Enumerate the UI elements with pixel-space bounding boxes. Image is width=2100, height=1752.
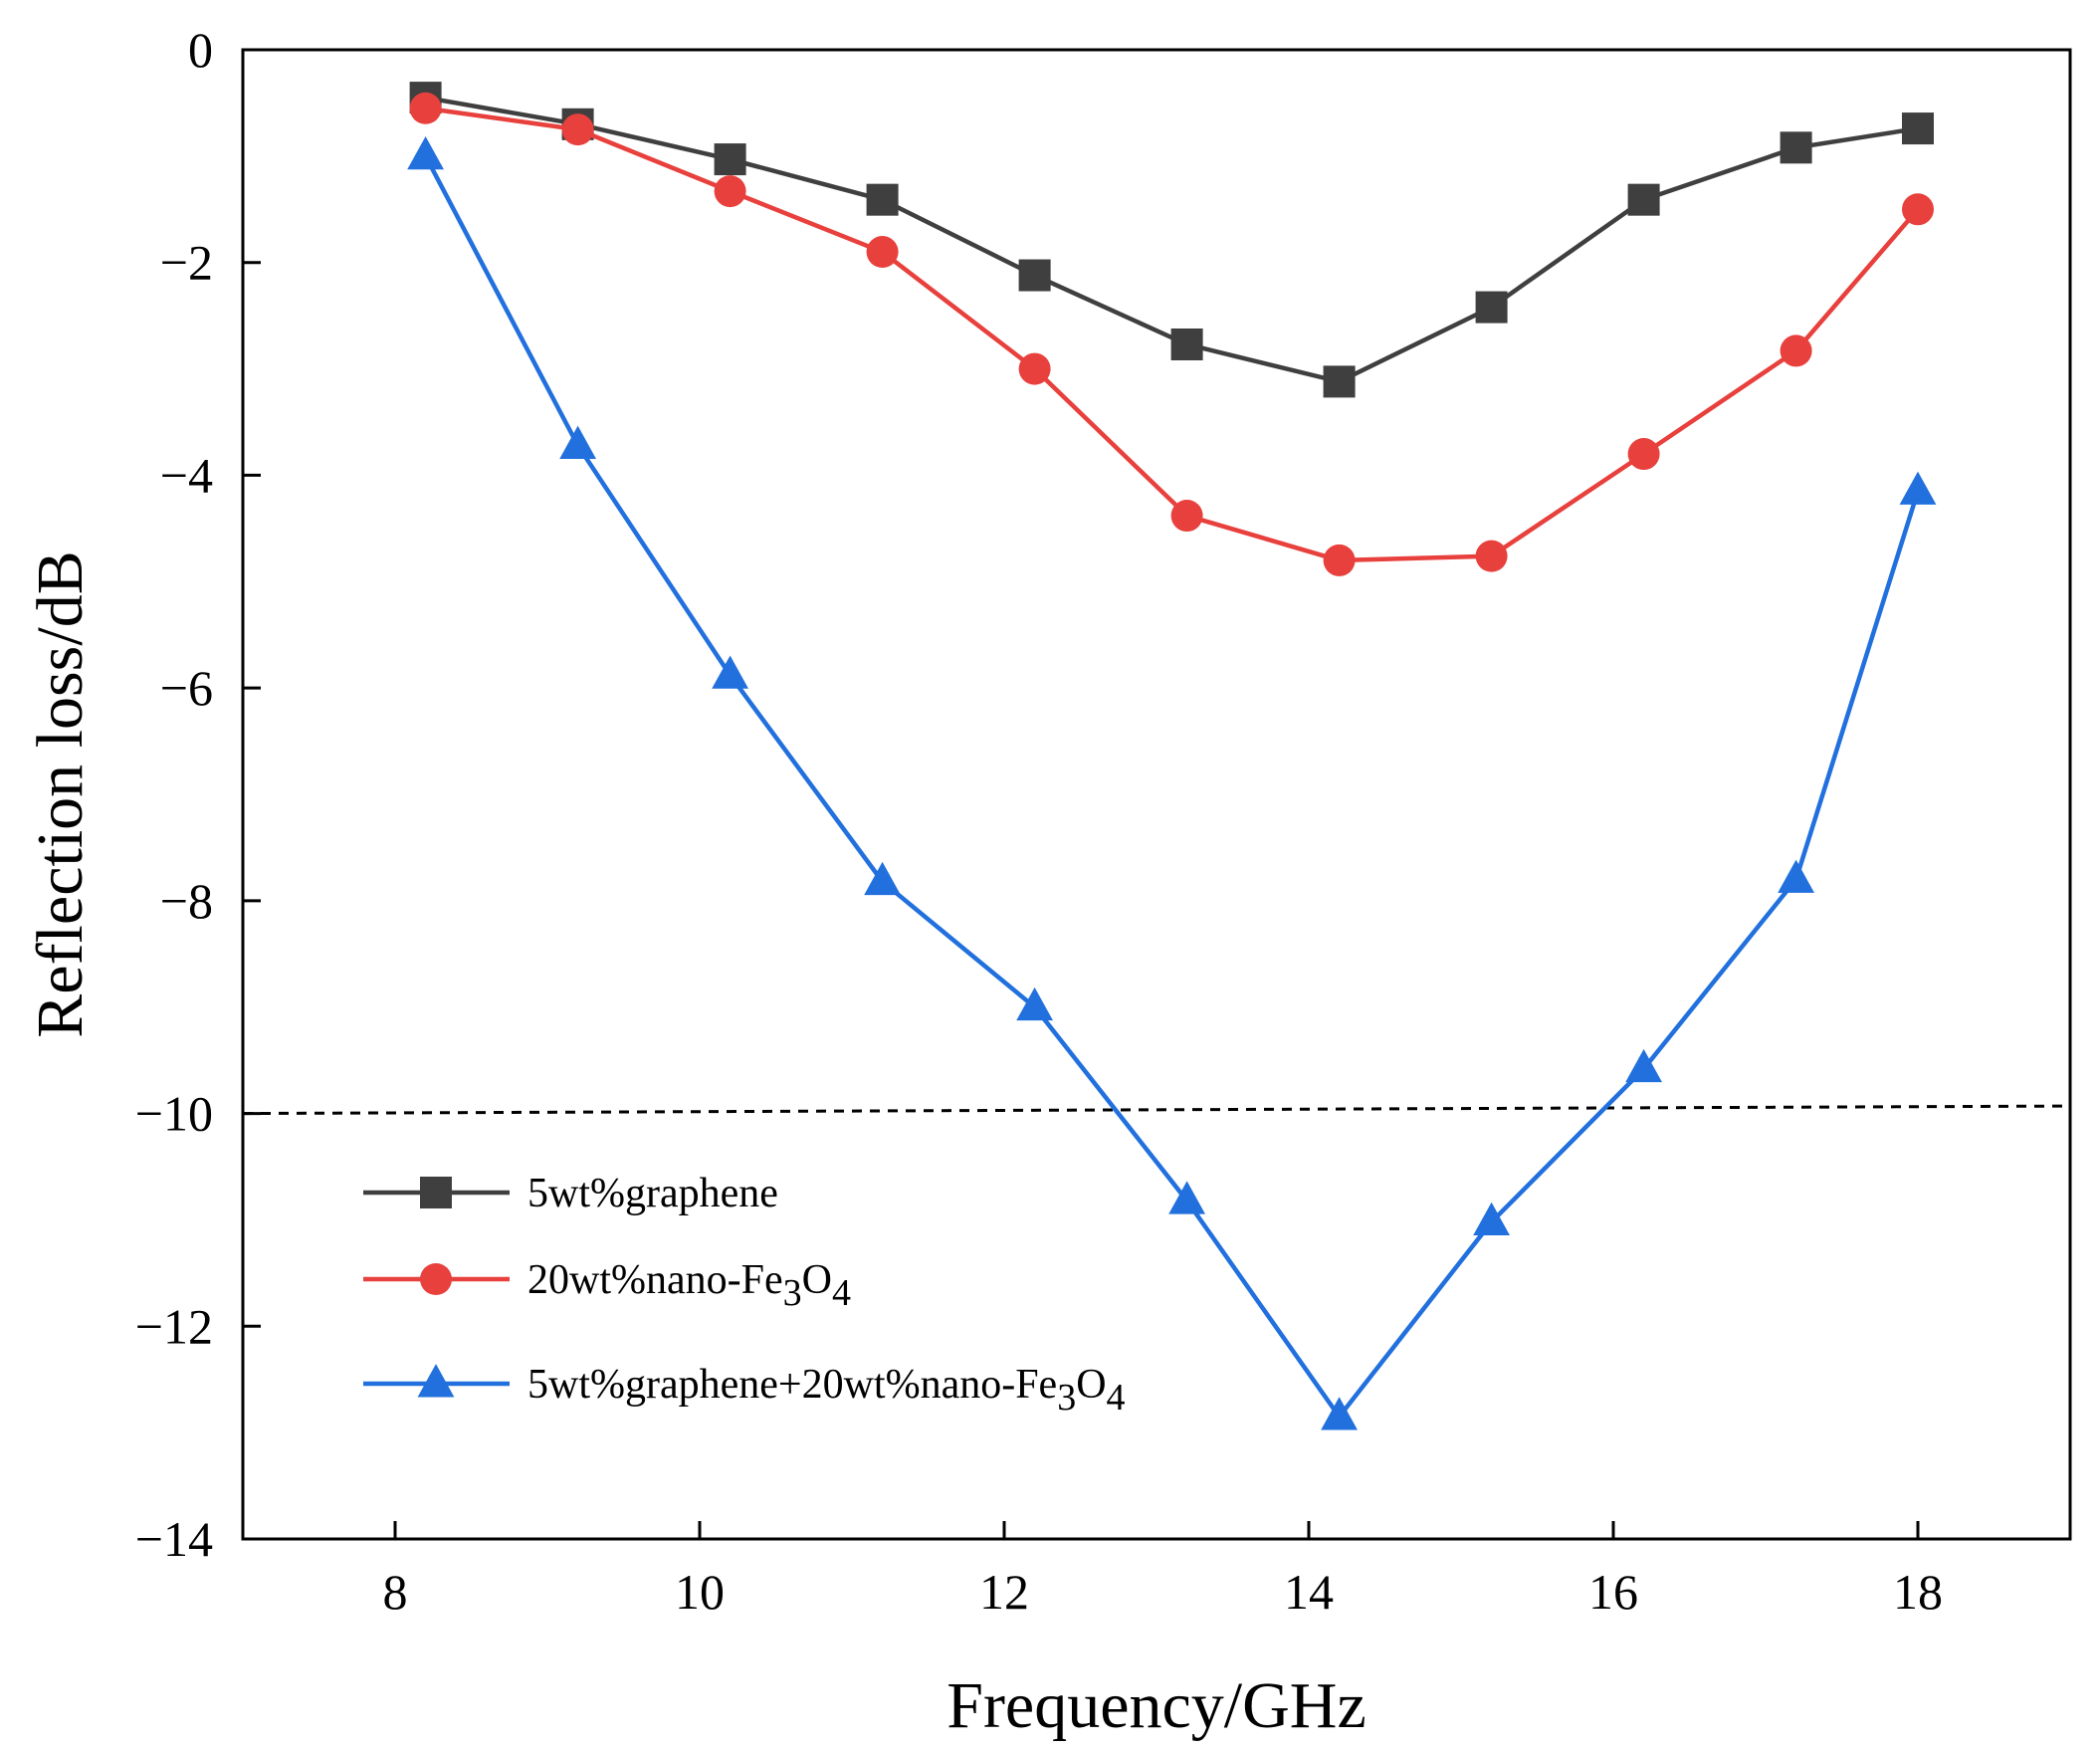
legend-subscript: 4 bbox=[832, 1272, 851, 1314]
data-point bbox=[1625, 1048, 1662, 1083]
data-point bbox=[1018, 352, 1051, 385]
x-tick-label: 16 bbox=[1588, 1564, 1638, 1620]
legend-subscript: 3 bbox=[783, 1272, 802, 1314]
data-point bbox=[1627, 438, 1660, 471]
y-tick-label: −12 bbox=[135, 1298, 213, 1354]
y-tick-label: −2 bbox=[160, 235, 213, 291]
legend-entry: 5wt%graphene+20wt%nano-Fe3O4 bbox=[363, 1362, 1126, 1419]
y-tick-label: −8 bbox=[160, 873, 213, 929]
data-point bbox=[1627, 183, 1660, 216]
data-point bbox=[1170, 328, 1203, 360]
legend-marker bbox=[420, 1177, 452, 1208]
data-point bbox=[866, 183, 899, 216]
y-tick-label: 0 bbox=[188, 22, 213, 78]
x-tick-label: 18 bbox=[1893, 1564, 1943, 1620]
data-point bbox=[1780, 131, 1812, 164]
y-axis-title: Reflection loss/dB bbox=[24, 550, 97, 1037]
series-layer bbox=[407, 82, 1937, 1430]
data-point bbox=[1475, 291, 1508, 324]
data-point bbox=[559, 425, 596, 459]
ticks-layer: 8 10 12 14 16 18 0 −2 −4 −6 −8 −10 −12 −14 bbox=[135, 22, 1943, 1620]
legend-label: 5wt%graphene bbox=[527, 1171, 778, 1216]
series-circle bbox=[409, 92, 1934, 576]
legend-text-part: 5wt%graphene bbox=[527, 1171, 778, 1216]
x-tick-label: 8 bbox=[383, 1564, 408, 1620]
x-tick-label: 14 bbox=[1284, 1564, 1334, 1620]
legend-text-part: O bbox=[1076, 1362, 1106, 1408]
legend-label: 5wt%graphene+20wt%nano-Fe3O4 bbox=[527, 1362, 1126, 1419]
series-triangle bbox=[407, 136, 1937, 1430]
y-tick-label: −10 bbox=[135, 1086, 213, 1142]
reference-line bbox=[242, 1104, 2071, 1116]
legend: 5wt%graphene20wt%nano-Fe3O45wt%graphene+… bbox=[363, 1171, 1126, 1419]
data-point bbox=[1899, 471, 1937, 505]
data-point bbox=[1902, 193, 1934, 226]
series-square bbox=[409, 82, 1934, 398]
data-point bbox=[561, 113, 594, 146]
legend-entry: 5wt%graphene bbox=[363, 1171, 778, 1216]
y-tick-label: −14 bbox=[135, 1511, 213, 1567]
y-tick-label: −6 bbox=[160, 660, 213, 716]
y-tick-label: −4 bbox=[160, 447, 213, 503]
data-point bbox=[1902, 112, 1934, 145]
legend-text-part: O bbox=[802, 1257, 832, 1303]
x-axis-title: Frequency/GHz bbox=[946, 1669, 1366, 1742]
data-point bbox=[1168, 1181, 1205, 1214]
data-point bbox=[1170, 500, 1203, 533]
data-point bbox=[1321, 1397, 1358, 1430]
data-point bbox=[1475, 540, 1508, 572]
data-point bbox=[714, 175, 746, 208]
legend-subscript: 4 bbox=[1107, 1377, 1126, 1419]
reference-line-layer bbox=[242, 1104, 2071, 1116]
data-point bbox=[1473, 1202, 1510, 1236]
x-tick-label: 10 bbox=[675, 1564, 725, 1620]
legend-subscript: 3 bbox=[1057, 1377, 1076, 1419]
data-point bbox=[407, 136, 444, 170]
data-point bbox=[1018, 259, 1051, 292]
data-point bbox=[866, 236, 899, 269]
data-point bbox=[1323, 365, 1356, 398]
legend-text-part: 5wt%graphene+20wt%nano-Fe bbox=[527, 1362, 1057, 1408]
data-point bbox=[1780, 334, 1812, 367]
x-tick-label: 12 bbox=[979, 1564, 1029, 1620]
plot-frame bbox=[241, 48, 2072, 1541]
data-point bbox=[1016, 986, 1053, 1021]
data-point bbox=[712, 655, 748, 689]
legend-marker bbox=[417, 1364, 455, 1398]
legend-label: 20wt%nano-Fe3O4 bbox=[527, 1257, 851, 1314]
legend-marker bbox=[420, 1263, 452, 1295]
data-point bbox=[864, 861, 901, 896]
data-point bbox=[1323, 544, 1356, 576]
legend-text-part: 20wt%nano-Fe bbox=[527, 1257, 783, 1303]
legend-entry: 20wt%nano-Fe3O4 bbox=[363, 1257, 851, 1314]
data-point bbox=[714, 143, 746, 176]
data-point bbox=[1778, 859, 1814, 893]
data-point bbox=[409, 92, 442, 124]
